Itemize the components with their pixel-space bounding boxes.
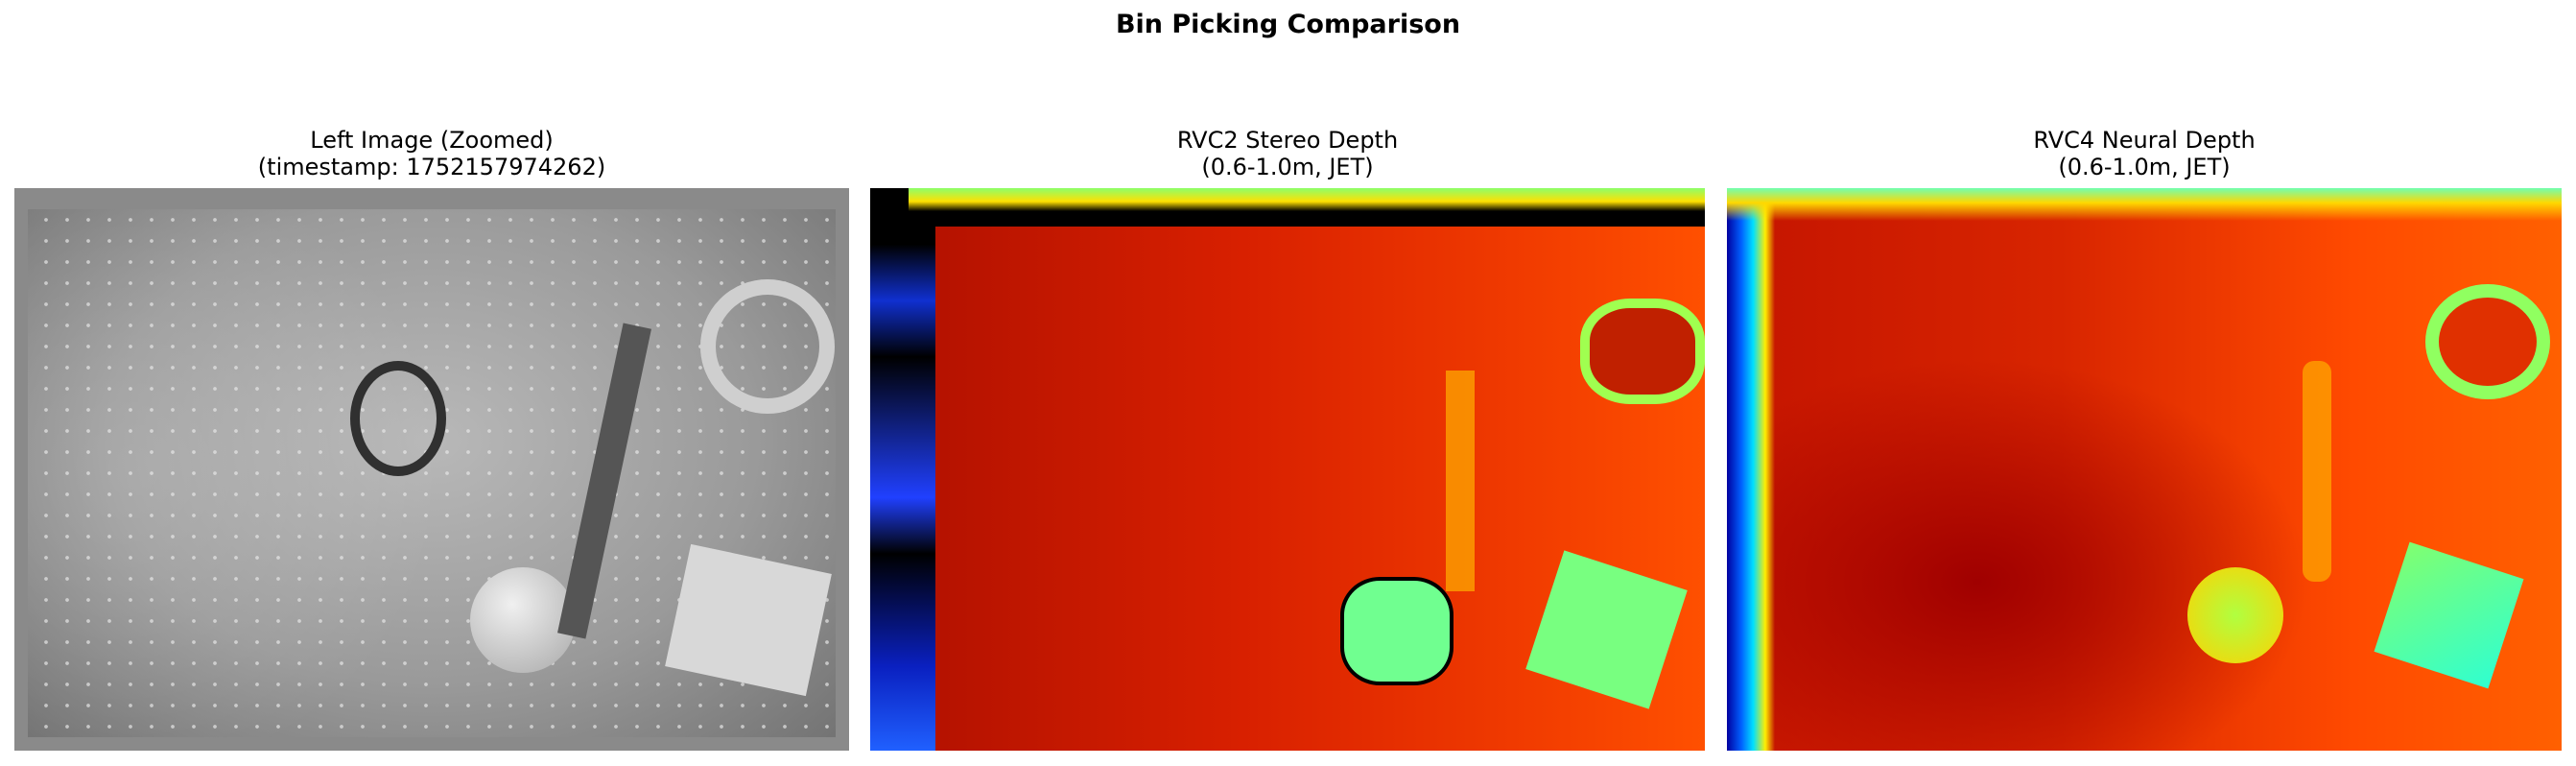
figure-title: Bin Picking Comparison — [1115, 10, 1461, 39]
ball-depth — [2187, 567, 2283, 663]
panel-title-rvc2: RVC2 Stereo Depth (0.6-1.0m, JET) — [870, 127, 1705, 180]
rvc4-depth-image — [1727, 188, 2562, 751]
tape-depth — [1580, 299, 1705, 404]
top-edge-band — [909, 188, 1705, 227]
left-grayscale-image — [14, 188, 849, 751]
cutter-depth — [2303, 361, 2331, 582]
scissors — [350, 361, 446, 476]
ball — [470, 567, 576, 673]
panel-title-rvc4: RVC4 Neural Depth (0.6-1.0m, JET) — [1727, 127, 2562, 180]
ball-depth — [1340, 577, 1453, 685]
title-line1: RVC4 Neural Depth — [2033, 127, 2256, 154]
cutter-depth — [1446, 371, 1475, 591]
invalid-left-band — [870, 188, 935, 751]
top-edge-band — [1727, 188, 2562, 221]
rvc2-depth-image — [870, 188, 1705, 751]
left-edge-band — [1727, 188, 1775, 751]
box-depth — [2374, 541, 2524, 689]
tape-depth — [2425, 284, 2550, 399]
title-line1: RVC2 Stereo Depth — [1176, 127, 1399, 154]
panel-title-left-image: Left Image (Zoomed) (timestamp: 17521579… — [14, 127, 849, 180]
tape-roll — [700, 279, 835, 414]
title-line2: (timestamp: 1752157974262) — [257, 154, 606, 180]
title-line2: (0.6-1.0m, JET) — [1201, 154, 1374, 180]
title-line1: Left Image (Zoomed) — [310, 127, 554, 154]
title-line2: (0.6-1.0m, JET) — [2058, 154, 2231, 180]
bin-edge — [14, 188, 849, 751]
